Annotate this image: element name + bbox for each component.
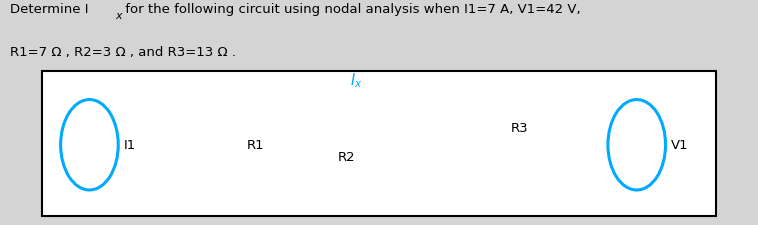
Text: V1: V1 (671, 139, 688, 152)
Text: R3: R3 (510, 122, 528, 135)
Text: for the following circuit using nodal analysis when I1=7 A, V1=42 V,: for the following circuit using nodal an… (121, 3, 581, 16)
Text: $I_x$: $I_x$ (350, 71, 362, 89)
Text: +: + (631, 118, 643, 132)
Text: x: x (115, 11, 122, 21)
Text: R1: R1 (246, 139, 264, 152)
Text: I1: I1 (124, 139, 136, 152)
Text: −: − (631, 160, 643, 175)
Text: Determine I: Determine I (10, 3, 89, 16)
Text: R2: R2 (337, 150, 355, 163)
Text: R1=7 Ω , R2=3 Ω , and R3=13 Ω .: R1=7 Ω , R2=3 Ω , and R3=13 Ω . (10, 45, 236, 58)
